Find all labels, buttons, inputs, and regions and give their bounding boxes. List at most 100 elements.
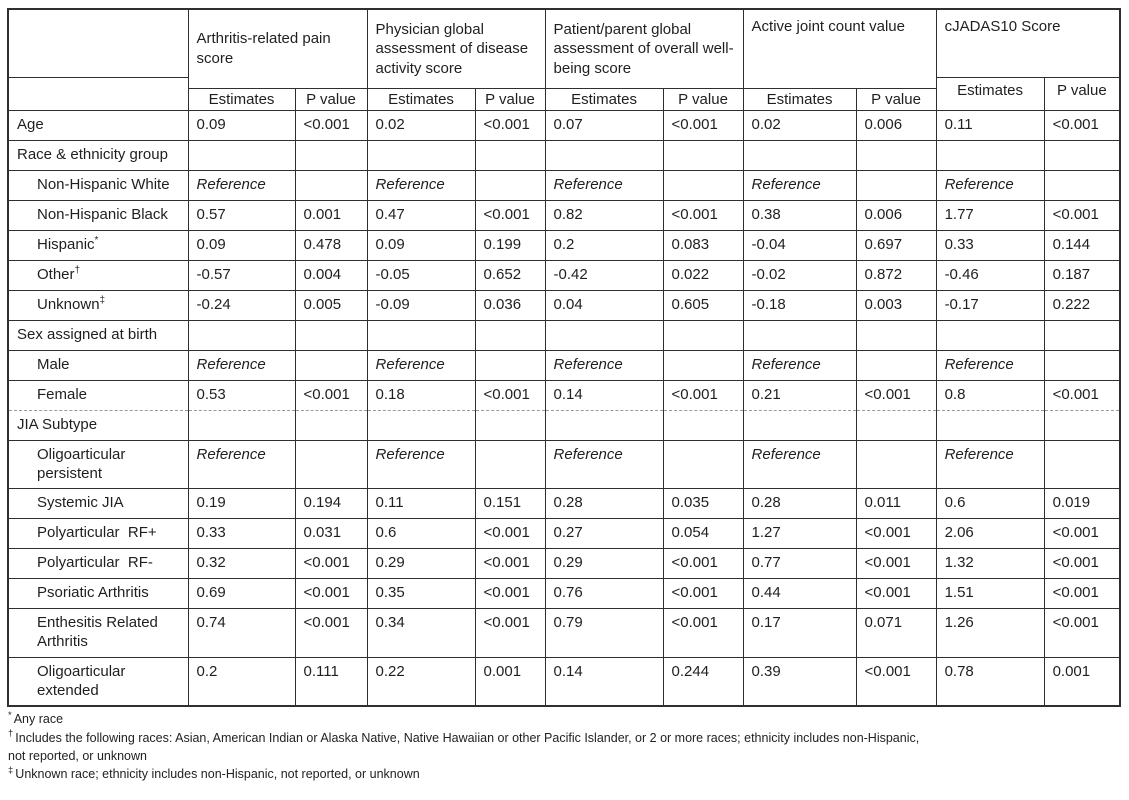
pvalue-cell — [1043, 169, 1121, 201]
column-group-cjadas10: cJADAS10 Score — [935, 8, 1121, 78]
estimate-cell: 0.07 — [544, 109, 664, 141]
estimate-cell: 0.18 — [366, 379, 476, 411]
pvalue-cell — [474, 139, 546, 171]
pvalue-cell: <0.001 — [474, 518, 546, 550]
estimate-cell: 0.39 — [742, 656, 857, 707]
row-label: Psoriatic Arthritis — [7, 578, 189, 610]
estimate-cell: -0.05 — [366, 259, 476, 291]
pvalue-cell — [1043, 139, 1121, 171]
estimate-cell: 0.74 — [187, 608, 296, 658]
pvalue-cell: 0.697 — [855, 229, 937, 261]
estimate-cell: 1.26 — [935, 608, 1045, 658]
pvalue-cell — [294, 409, 368, 441]
pvalue-cell: 0.031 — [294, 518, 368, 550]
column-group-patient-parent-global: Patient/parent global assessment of over… — [544, 8, 744, 89]
estimate-cell: 1.32 — [935, 548, 1045, 580]
pvalue-cell: 0.199 — [474, 229, 546, 261]
estimate-cell: -0.24 — [187, 289, 296, 321]
estimate-cell: 0.17 — [742, 608, 857, 658]
pvalue-cell: 0.004 — [294, 259, 368, 291]
pvalue-cell — [1043, 409, 1121, 441]
estimate-cell: 0.02 — [366, 109, 476, 141]
estimate-cell — [935, 409, 1045, 441]
corner-subheader-cell — [7, 76, 189, 111]
table-row-data: Psoriatic Arthritis 0.69 <0.001 0.35 <0.001 0… — [7, 578, 1121, 610]
pvalue-cell: <0.001 — [855, 518, 937, 550]
estimate-cell: 0.82 — [544, 199, 664, 231]
estimate-cell — [742, 319, 857, 351]
row-label: Race & ethnicity group — [7, 139, 189, 171]
row-label: Enthesitis Related Arthritis — [7, 608, 189, 658]
row-label: Other† — [7, 259, 189, 291]
estimate-cell: 0.04 — [544, 289, 664, 321]
pvalue-cell: <0.001 — [662, 199, 744, 231]
pvalue-cell: <0.001 — [474, 608, 546, 658]
pvalue-cell — [1043, 349, 1121, 381]
pvalue-cell: <0.001 — [294, 548, 368, 580]
table-row-category: JIA Subtype — [7, 409, 1121, 441]
pvalue-cell: 0.035 — [662, 488, 744, 520]
estimate-cell: 0.09 — [187, 229, 296, 261]
column-group-arthritis-pain: Arthritis-related pain score — [187, 8, 368, 89]
table-row-data: Other† -0.57 0.004 -0.05 0.652 -0.42 0.022 -0.0… — [7, 259, 1121, 291]
pvalue-cell: 0.003 — [855, 289, 937, 321]
pvalue-cell: <0.001 — [294, 608, 368, 658]
pvalue-cell: <0.001 — [855, 548, 937, 580]
estimate-cell: 0.2 — [544, 229, 664, 261]
estimate-cell: 0.69 — [187, 578, 296, 610]
row-label: Unknown‡ — [7, 289, 189, 321]
estimate-cell — [366, 409, 476, 441]
estimate-cell — [187, 409, 296, 441]
pvalue-cell: <0.001 — [855, 578, 937, 610]
estimate-cell: Reference — [742, 349, 857, 381]
estimate-cell — [935, 319, 1045, 351]
estimate-cell — [544, 139, 664, 171]
pvalue-cell — [474, 349, 546, 381]
pvalue-cell: 0.083 — [662, 229, 744, 261]
estimate-cell: -0.02 — [742, 259, 857, 291]
estimate-cell: 0.53 — [187, 379, 296, 411]
row-label: Polyarticular RF- — [7, 548, 189, 580]
estimate-cell: Reference — [187, 169, 296, 201]
pvalue-cell: 0.019 — [1043, 488, 1121, 520]
estimate-cell: 0.33 — [935, 229, 1045, 261]
pvalue-cell: 0.194 — [294, 488, 368, 520]
estimate-cell: Reference — [366, 349, 476, 381]
estimate-cell: 0.6 — [366, 518, 476, 550]
estimate-cell — [935, 139, 1045, 171]
estimate-cell: 0.28 — [544, 488, 664, 520]
table-row-data: Non-Hispanic Black 0.57 0.001 0.47 <0.001 0.8… — [7, 199, 1121, 231]
pvalue-cell — [855, 349, 937, 381]
pvalue-cell: 0.001 — [294, 199, 368, 231]
estimate-cell: Reference — [544, 169, 664, 201]
pvalue-cell: <0.001 — [474, 199, 546, 231]
row-label: Polyarticular RF+ — [7, 518, 189, 550]
estimate-cell — [366, 139, 476, 171]
estimates-header: Estimates — [187, 87, 296, 111]
pvalue-cell — [1043, 319, 1121, 351]
pvalue-header: P value — [855, 87, 937, 111]
pvalue-cell: 0.151 — [474, 488, 546, 520]
estimate-cell: 0.28 — [742, 488, 857, 520]
pvalue-cell: <0.001 — [1043, 199, 1121, 231]
table-row-data: Polyarticular RF+ 0.33 0.031 0.6 <0.001 0.27 0… — [7, 518, 1121, 550]
column-group-active-joint-count: Active joint count value — [742, 8, 937, 89]
pvalue-cell: <0.001 — [474, 578, 546, 610]
footnote-marker: * — [8, 710, 12, 722]
table-row-reference: Oligoarticular persistent Reference Refere… — [7, 439, 1121, 490]
estimate-cell: Reference — [742, 169, 857, 201]
pvalue-cell — [294, 169, 368, 201]
pvalue-cell: 0.605 — [662, 289, 744, 321]
estimate-cell: 0.78 — [935, 656, 1045, 707]
estimate-cell: -0.42 — [544, 259, 664, 291]
estimate-cell: Reference — [544, 349, 664, 381]
row-label: JIA Subtype — [7, 409, 189, 441]
estimate-cell: 0.22 — [366, 656, 476, 707]
estimate-cell — [544, 319, 664, 351]
pvalue-cell — [662, 139, 744, 171]
estimate-cell — [742, 409, 857, 441]
row-label: Male — [7, 349, 189, 381]
table-row-reference: Male Reference Reference Reference Reference… — [7, 349, 1121, 381]
pvalue-cell — [855, 409, 937, 441]
estimate-cell — [187, 139, 296, 171]
